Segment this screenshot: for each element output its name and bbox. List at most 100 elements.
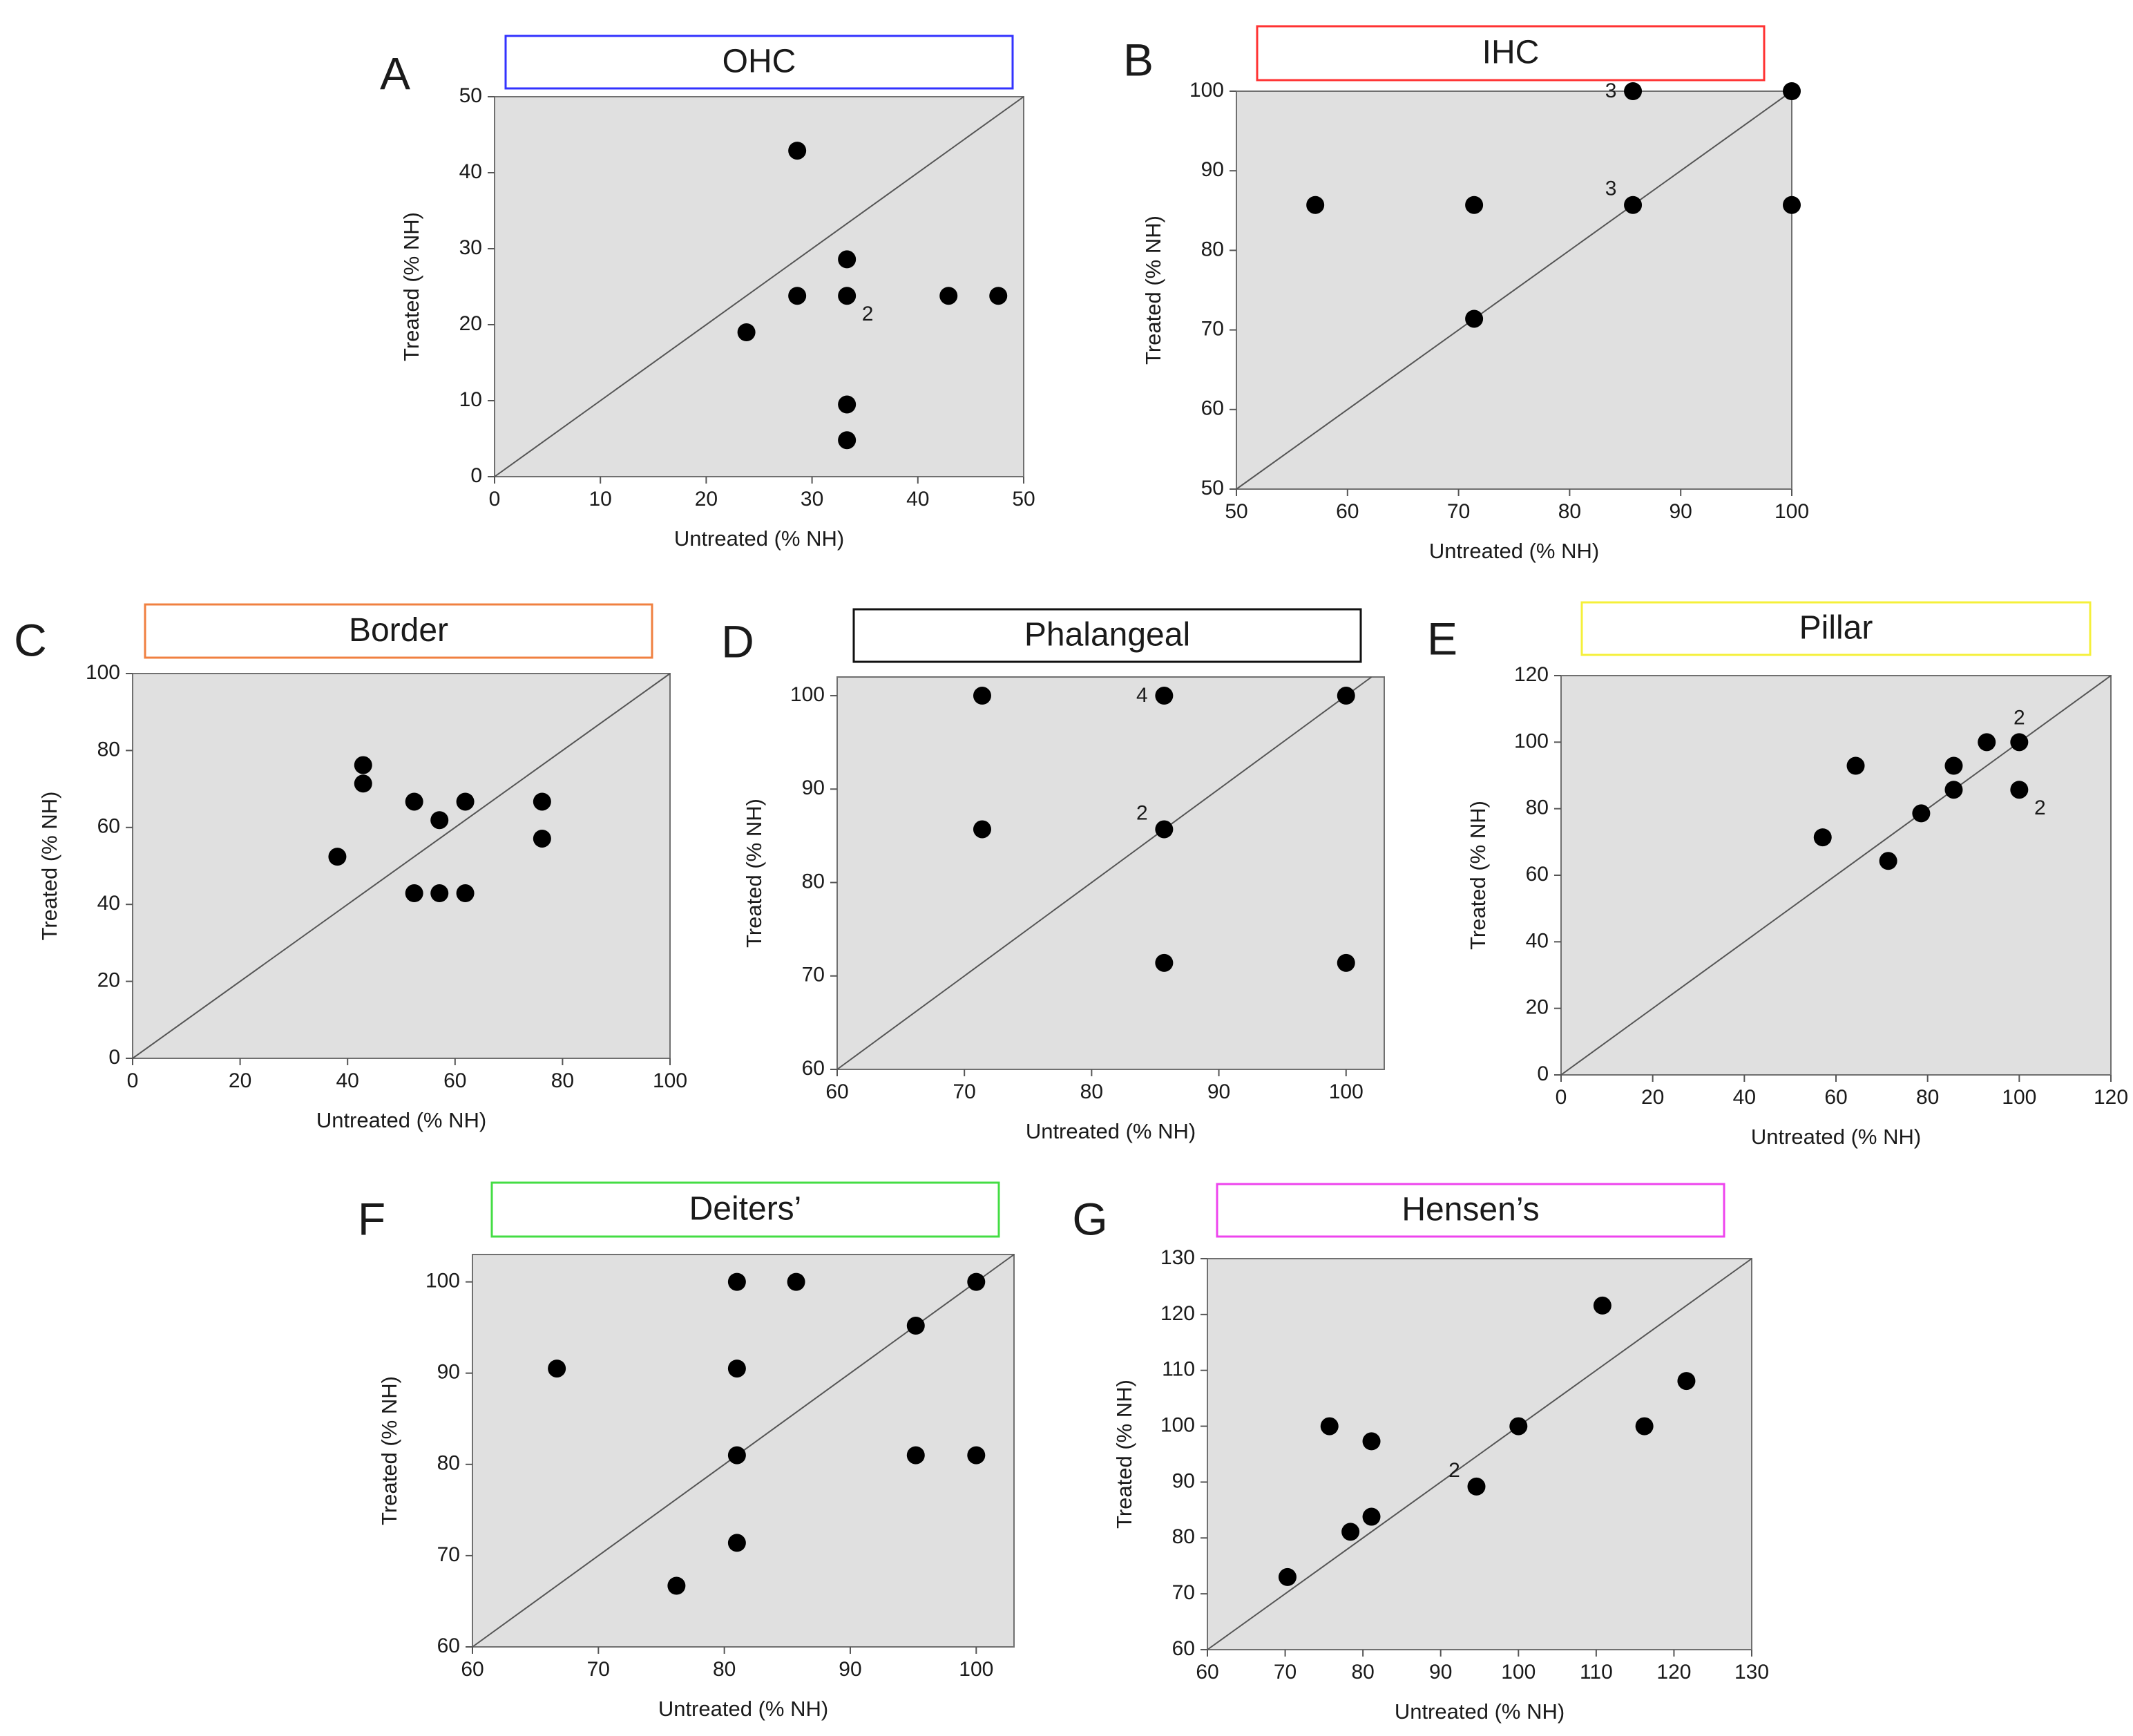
x-tick-label: 80 bbox=[1558, 500, 1581, 523]
data-point bbox=[1509, 1417, 1528, 1435]
identity-line bbox=[1236, 90, 1792, 490]
data-point bbox=[548, 1360, 566, 1378]
y-tick-label: 70 bbox=[802, 964, 825, 986]
x-tick-label: 60 bbox=[1824, 1086, 1847, 1109]
data-point bbox=[1783, 195, 1801, 214]
y-tick-label: 90 bbox=[802, 776, 825, 799]
data-point bbox=[667, 1576, 686, 1595]
x-tick-label: 120 bbox=[2094, 1086, 2128, 1109]
y-tick-label: 70 bbox=[1172, 1581, 1195, 1604]
data-point bbox=[354, 774, 372, 793]
data-point bbox=[967, 1446, 986, 1465]
y-tick-label: 80 bbox=[437, 1452, 460, 1475]
y-tick-label: 100 bbox=[1514, 729, 1549, 752]
data-point bbox=[533, 792, 551, 811]
chart-title: Deiters’ bbox=[689, 1191, 802, 1228]
y-tick-label: 0 bbox=[470, 464, 482, 487]
point-annotation: 3 bbox=[1605, 79, 1617, 102]
chart-title: Border bbox=[349, 612, 448, 649]
data-point bbox=[838, 395, 857, 414]
data-point bbox=[405, 792, 423, 811]
y-axis-label: Treated (% NH) bbox=[1112, 1380, 1136, 1529]
y-tick-label: 40 bbox=[459, 160, 482, 183]
x-tick-label: 0 bbox=[1556, 1086, 1567, 1109]
y-axis-label: Treated (% NH) bbox=[399, 212, 423, 361]
x-tick-label: 100 bbox=[1329, 1080, 1364, 1103]
data-point bbox=[1341, 1523, 1360, 1541]
y-tick-label: 80 bbox=[1172, 1525, 1195, 1548]
y-tick-label: 70 bbox=[437, 1543, 460, 1566]
chart-title: Hensen’s bbox=[1402, 1192, 1539, 1228]
y-tick-label: 110 bbox=[1162, 1358, 1195, 1381]
panel-letter: A bbox=[380, 48, 410, 99]
data-point bbox=[838, 250, 857, 269]
x-tick-label: 80 bbox=[713, 1658, 736, 1681]
y-tick-label: 40 bbox=[1526, 929, 1549, 952]
x-tick-label: 70 bbox=[953, 1080, 975, 1103]
x-tick-label: 0 bbox=[489, 488, 501, 511]
y-tick-label: 80 bbox=[97, 738, 120, 761]
x-tick-label: 70 bbox=[1447, 500, 1470, 523]
x-tick-label: 10 bbox=[589, 488, 612, 511]
chart-title-box bbox=[852, 608, 1362, 663]
y-tick-label: 120 bbox=[1514, 663, 1549, 686]
x-tick-label: 40 bbox=[336, 1069, 359, 1092]
data-point bbox=[456, 792, 475, 811]
y-axis-label: Treated (% NH) bbox=[1466, 801, 1490, 950]
y-tick-label: 80 bbox=[1201, 238, 1224, 260]
chart-title: Phalangeal bbox=[1024, 617, 1190, 654]
y-tick-label: 100 bbox=[1160, 1413, 1195, 1436]
data-point bbox=[727, 1360, 746, 1378]
y-tick-label: 40 bbox=[97, 892, 120, 915]
data-point bbox=[405, 884, 423, 903]
x-axis-label: Untreated (% NH) bbox=[1395, 1699, 1565, 1724]
data-point bbox=[1978, 733, 1996, 752]
data-point bbox=[1593, 1296, 1611, 1315]
point-annotation: 3 bbox=[1605, 178, 1617, 200]
data-point bbox=[1155, 953, 1174, 972]
data-point bbox=[906, 1317, 925, 1335]
x-tick-label: 20 bbox=[229, 1069, 251, 1092]
x-tick-label: 40 bbox=[906, 488, 929, 511]
data-point bbox=[1912, 804, 1931, 823]
y-tick-label: 60 bbox=[97, 815, 120, 838]
x-tick-label: 60 bbox=[1336, 500, 1359, 523]
data-point bbox=[973, 687, 991, 705]
data-point bbox=[430, 811, 449, 830]
y-axis-label: Treated (% NH) bbox=[742, 799, 766, 948]
chart-title-box bbox=[1216, 1183, 1725, 1238]
y-tick-label: 120 bbox=[1160, 1302, 1195, 1325]
panel-letter: C bbox=[14, 614, 47, 665]
x-tick-label: 60 bbox=[443, 1069, 466, 1092]
x-tick-label: 50 bbox=[1012, 488, 1035, 511]
y-tick-label: 100 bbox=[86, 661, 120, 684]
identity-line bbox=[836, 676, 1372, 1070]
x-axis-label: Untreated (% NH) bbox=[1026, 1119, 1196, 1143]
data-point bbox=[788, 142, 807, 160]
x-tick-label: 20 bbox=[1641, 1086, 1664, 1109]
data-point bbox=[1362, 1432, 1381, 1451]
y-tick-label: 130 bbox=[1160, 1246, 1195, 1269]
data-point bbox=[973, 820, 991, 839]
y-tick-label: 20 bbox=[459, 312, 482, 335]
data-point bbox=[1846, 756, 1865, 775]
chart-title: IHC bbox=[1482, 35, 1540, 71]
data-point bbox=[1677, 1372, 1696, 1391]
y-tick-label: 60 bbox=[802, 1057, 825, 1080]
x-tick-label: 30 bbox=[801, 488, 823, 511]
y-tick-label: 10 bbox=[459, 388, 482, 411]
chart-title-box bbox=[144, 603, 653, 659]
y-tick-label: 90 bbox=[1201, 158, 1224, 181]
x-tick-label: 0 bbox=[127, 1069, 139, 1092]
y-tick-label: 20 bbox=[97, 969, 120, 992]
x-tick-label: 60 bbox=[461, 1658, 484, 1681]
data-point bbox=[1306, 195, 1325, 214]
x-tick-label: 80 bbox=[1916, 1086, 1939, 1109]
x-tick-label: 100 bbox=[653, 1069, 687, 1092]
x-tick-label: 100 bbox=[2002, 1086, 2036, 1109]
x-tick-label: 90 bbox=[839, 1658, 861, 1681]
data-point bbox=[1155, 820, 1174, 839]
y-axis-label: Treated (% NH) bbox=[1141, 216, 1165, 365]
data-point bbox=[939, 287, 958, 305]
y-tick-label: 90 bbox=[1172, 1469, 1195, 1492]
